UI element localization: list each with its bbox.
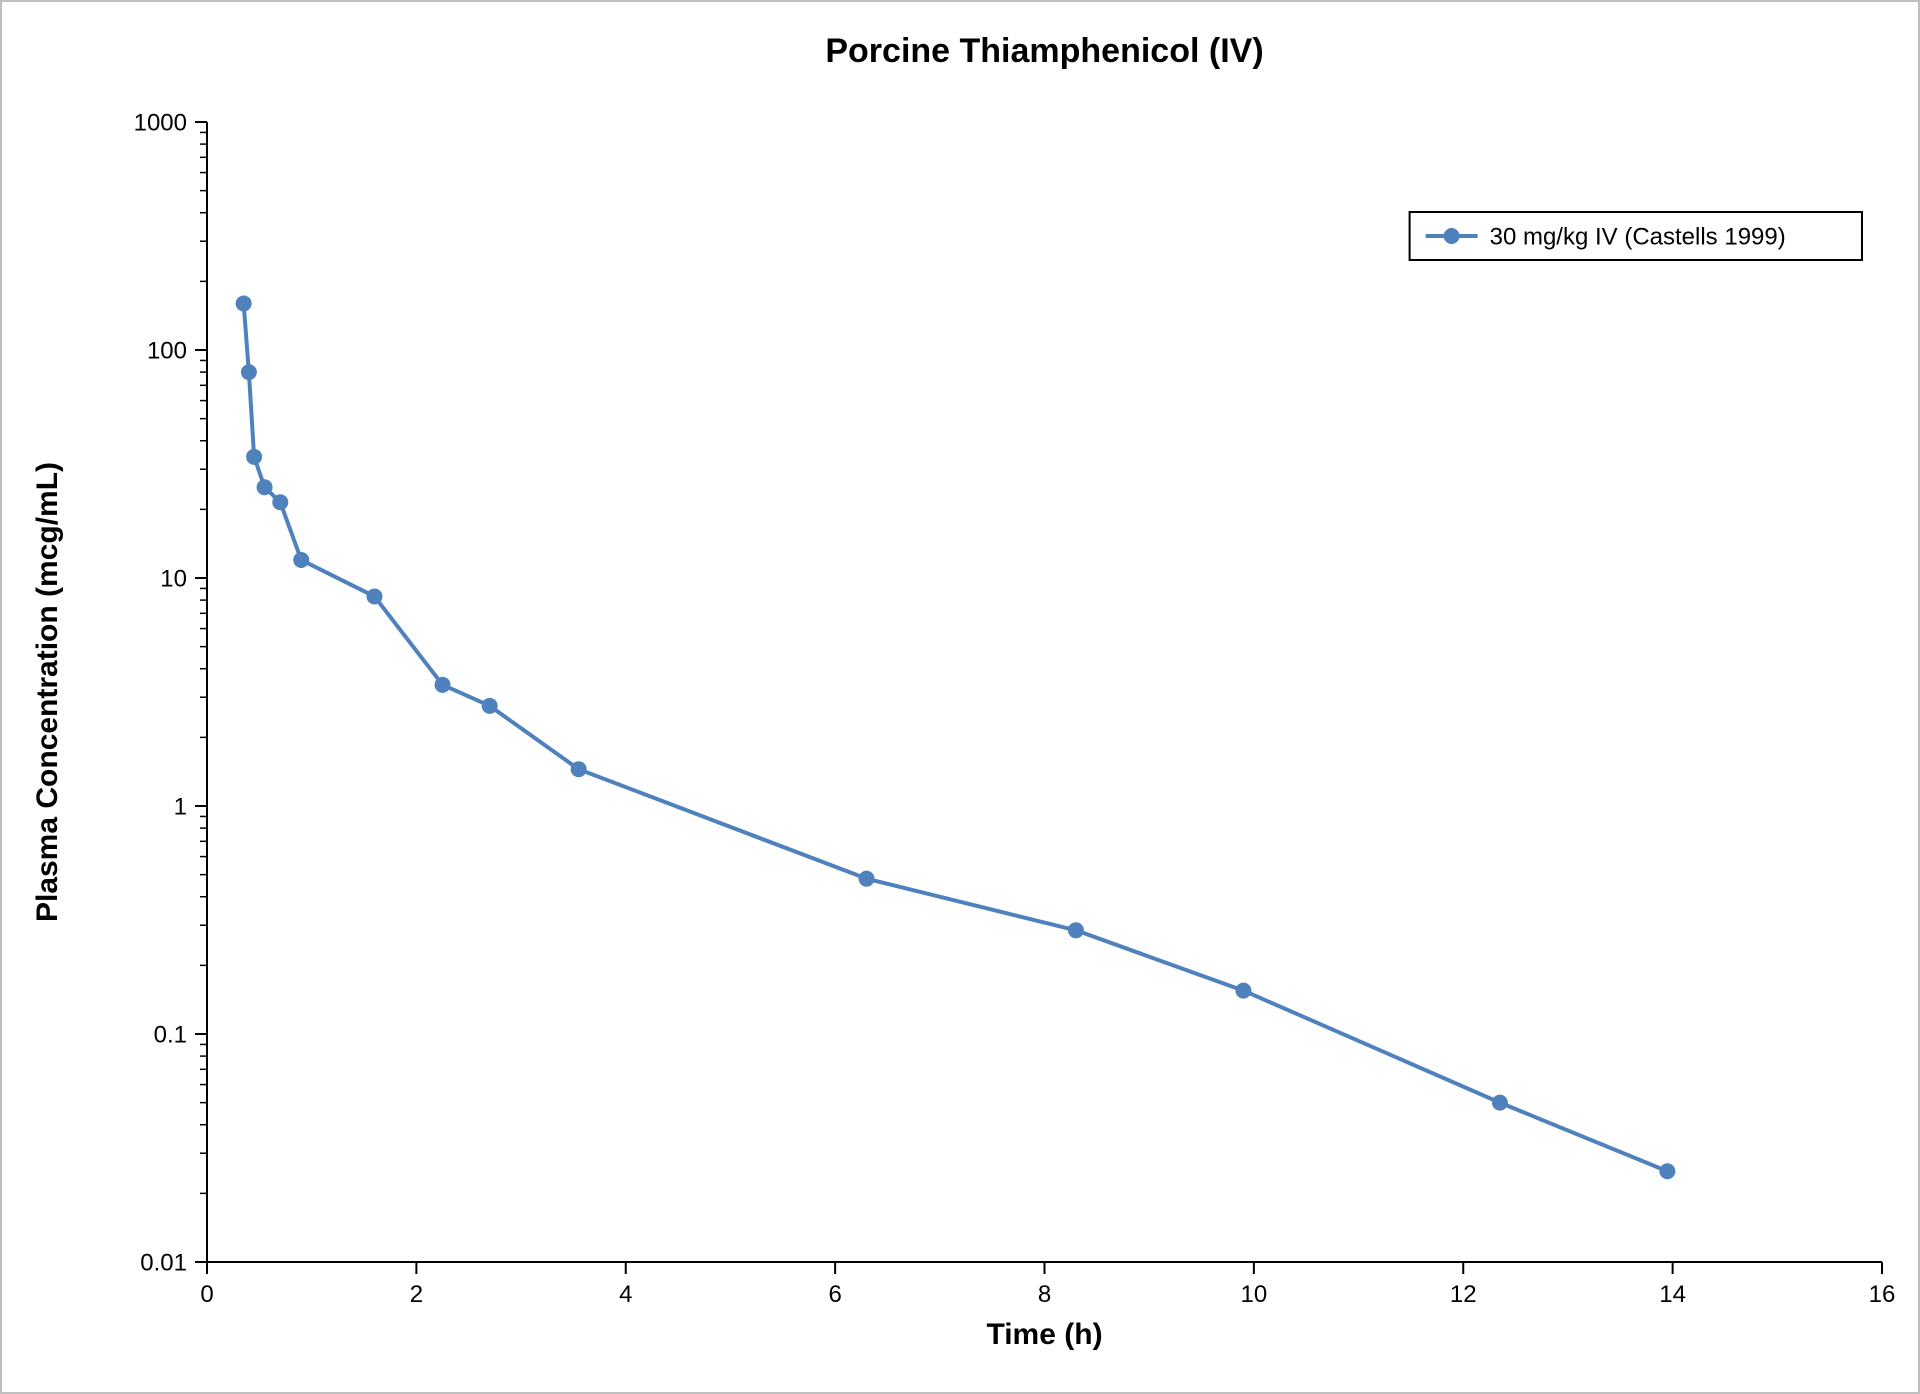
svg-text:2: 2 bbox=[410, 1281, 423, 1308]
svg-text:100: 100 bbox=[147, 337, 187, 364]
svg-text:Time (h): Time (h) bbox=[986, 1318, 1102, 1351]
chart-container: Porcine Thiamphenicol (IV) 0 2 4 6 8 10 12 14 16 0… bbox=[0, 0, 1920, 1394]
svg-text:Porcine Thiamphenicol (IV): Porcine Thiamphenicol (IV) bbox=[825, 32, 1263, 70]
svg-text:10: 10 bbox=[160, 565, 187, 592]
svg-text:12: 12 bbox=[1450, 1281, 1477, 1308]
svg-text:1000: 1000 bbox=[134, 109, 187, 136]
svg-text:Plasma Concentration (mcg/mL): Plasma Concentration (mcg/mL) bbox=[31, 462, 64, 922]
svg-text:10: 10 bbox=[1241, 1281, 1268, 1308]
svg-text:30 mg/kg IV (Castells 1999): 30 mg/kg IV (Castells 1999) bbox=[1490, 223, 1786, 250]
svg-text:0.1: 0.1 bbox=[154, 1021, 187, 1048]
svg-text:6: 6 bbox=[828, 1281, 841, 1308]
svg-text:8: 8 bbox=[1038, 1281, 1051, 1308]
pk-chart: Porcine Thiamphenicol (IV) 0 2 4 6 8 10 12 14 16 0… bbox=[2, 2, 1918, 1392]
svg-text:14: 14 bbox=[1659, 1281, 1686, 1308]
svg-text:16: 16 bbox=[1869, 1281, 1896, 1308]
svg-text:4: 4 bbox=[619, 1281, 632, 1308]
svg-text:0: 0 bbox=[200, 1281, 213, 1308]
svg-text:0.01: 0.01 bbox=[140, 1249, 187, 1276]
svg-text:1: 1 bbox=[174, 793, 187, 820]
